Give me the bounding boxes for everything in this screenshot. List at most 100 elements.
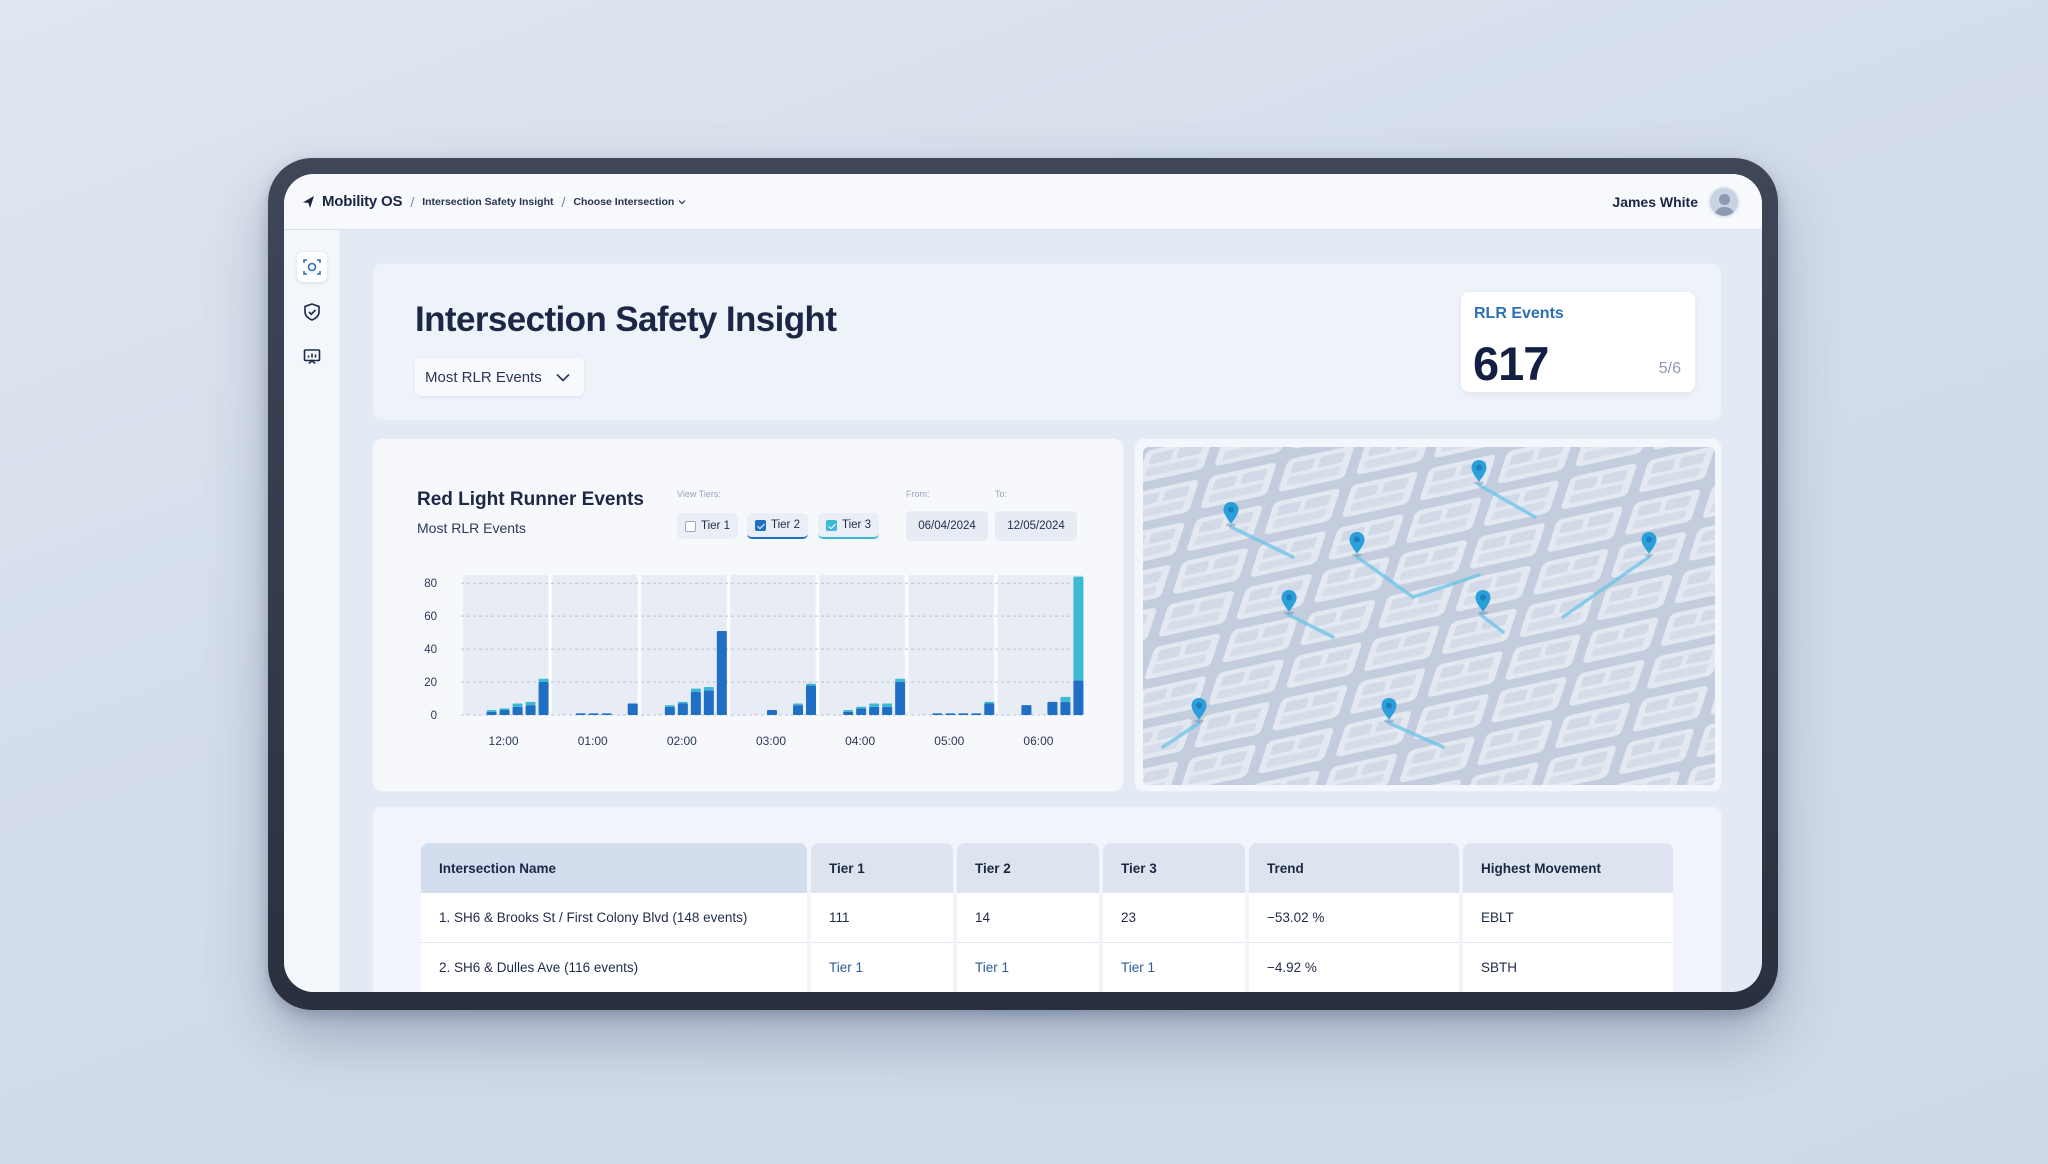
y-tick-label: 0 bbox=[431, 710, 437, 722]
bar bbox=[806, 683, 816, 686]
table-row[interactable]: 1. SH6 & Brooks St / First Colony Blvd (… bbox=[421, 893, 1673, 943]
map-pin-icon[interactable] bbox=[1348, 531, 1366, 557]
col-tier-3[interactable]: Tier 3 bbox=[1103, 843, 1245, 893]
rlr-bar-chart: 0 20 40 60 80 12:00 01:00 02:00 03:00 04:00 05:00 0… bbox=[424, 575, 1085, 748]
map-panel bbox=[1134, 438, 1722, 792]
breadcrumb-intersection-safety[interactable]: Intersection Safety Insight bbox=[422, 195, 554, 208]
intersection-map[interactable] bbox=[1143, 447, 1715, 785]
chart-subtitle: Most RLR Events bbox=[417, 520, 526, 536]
chart-column-band bbox=[463, 575, 549, 715]
map-pin-icon[interactable] bbox=[1280, 589, 1298, 615]
tier-3-cell[interactable]: Tier 1 bbox=[1103, 943, 1245, 992]
app-screen: Mobility OS / Intersection Safety Insigh… bbox=[284, 174, 1762, 992]
tier-2-toggle[interactable]: Tier 2 bbox=[747, 513, 808, 539]
bar bbox=[958, 713, 969, 715]
chart-column-band bbox=[819, 575, 905, 715]
map-pin-icon[interactable] bbox=[1474, 589, 1492, 615]
chevron-down-icon bbox=[678, 199, 686, 204]
x-tick-label: 03:00 bbox=[756, 734, 786, 748]
x-tick-label: 01:00 bbox=[578, 734, 608, 748]
header-panel: Intersection Safety Insight Most RLR Eve… bbox=[372, 263, 1722, 421]
col-tier-1[interactable]: Tier 1 bbox=[811, 843, 953, 893]
bar bbox=[486, 710, 497, 712]
col-highest-movement[interactable]: Highest Movement bbox=[1463, 843, 1673, 893]
sort-dropdown[interactable]: Most RLR Events bbox=[415, 358, 584, 396]
map-pin-icon[interactable] bbox=[1190, 697, 1208, 723]
user-name: James White bbox=[1612, 193, 1698, 210]
chart-column-band bbox=[552, 575, 638, 715]
tier-3-toggle[interactable]: Tier 3 bbox=[818, 513, 879, 539]
bar bbox=[1073, 576, 1084, 681]
view-tiers-label: View Tiers: bbox=[677, 489, 721, 499]
bar bbox=[499, 710, 510, 715]
bar bbox=[895, 682, 906, 715]
map-pin-icon[interactable] bbox=[1222, 501, 1240, 527]
kpi-value: 617 bbox=[1473, 337, 1549, 390]
tier-2-cell[interactable]: Tier 1 bbox=[957, 943, 1099, 992]
app-name: Mobility OS bbox=[322, 193, 403, 210]
app-logo[interactable]: Mobility OS bbox=[300, 193, 403, 210]
bar bbox=[703, 690, 714, 715]
bar bbox=[971, 713, 982, 715]
bar bbox=[601, 713, 612, 715]
map-pin-icon[interactable] bbox=[1470, 459, 1488, 485]
tier-3-checkbox[interactable] bbox=[826, 519, 837, 531]
bar bbox=[664, 705, 675, 707]
sort-dropdown-value: Most RLR Events bbox=[425, 368, 542, 386]
breadcrumb-separator: / bbox=[410, 193, 415, 210]
sidebar-item-safety[interactable] bbox=[297, 297, 327, 327]
chart-column-band bbox=[997, 575, 1083, 715]
bar bbox=[525, 701, 536, 706]
to-date-input[interactable]: 12/05/2024 bbox=[995, 511, 1077, 541]
bar bbox=[703, 687, 714, 691]
from-date-input[interactable]: 06/04/2024 bbox=[906, 511, 988, 541]
table-row[interactable]: 2. SH6 & Dulles Ave (116 events) Tier 1 … bbox=[421, 943, 1673, 992]
bar bbox=[588, 713, 599, 715]
bar bbox=[512, 706, 523, 715]
tier-1-cell[interactable]: Tier 1 bbox=[811, 943, 953, 992]
bar bbox=[1060, 701, 1071, 715]
map-pin-icon[interactable] bbox=[1640, 531, 1658, 557]
tier-1-cell: 111 bbox=[811, 893, 953, 943]
mobility-logo-icon bbox=[301, 195, 314, 208]
top-bar: Mobility OS / Intersection Safety Insigh… bbox=[284, 174, 1762, 230]
isometric-city-map bbox=[1143, 447, 1715, 785]
bar bbox=[512, 703, 523, 707]
map-pin-icon[interactable] bbox=[1380, 697, 1398, 723]
x-tick-label: 02:00 bbox=[667, 734, 697, 748]
sidebar-item-scan[interactable] bbox=[297, 252, 327, 282]
bar bbox=[499, 708, 510, 711]
presentation-chart-icon bbox=[303, 349, 321, 365]
intersections-table: Intersection Name Tier 1 Tier 2 Tier 3 T… bbox=[417, 843, 1677, 992]
highest-movement-cell: SBTH bbox=[1463, 943, 1673, 992]
bar bbox=[767, 710, 777, 715]
chevron-down-icon bbox=[556, 373, 570, 382]
bar bbox=[932, 713, 943, 715]
tier-1-checkbox[interactable] bbox=[685, 520, 696, 532]
choose-intersection-dropdown[interactable]: Choose Intersection bbox=[573, 196, 686, 208]
avatar[interactable] bbox=[1708, 185, 1740, 218]
bar bbox=[538, 678, 549, 683]
user-menu[interactable]: James White bbox=[1612, 185, 1740, 218]
from-label: From: bbox=[906, 489, 930, 499]
tier-2-label: Tier 2 bbox=[771, 519, 800, 531]
sidebar-item-reports[interactable] bbox=[297, 342, 327, 372]
shield-check-icon bbox=[304, 303, 320, 321]
bar bbox=[1047, 701, 1058, 715]
col-tier-2[interactable]: Tier 2 bbox=[957, 843, 1099, 893]
scan-camera-icon bbox=[303, 259, 321, 275]
y-tick-label: 60 bbox=[424, 611, 437, 623]
tier-2-checkbox[interactable] bbox=[755, 519, 766, 531]
bar bbox=[793, 705, 803, 715]
tier-1-toggle[interactable]: Tier 1 bbox=[677, 513, 738, 539]
col-intersection-name[interactable]: Intersection Name bbox=[421, 843, 807, 893]
bar bbox=[984, 703, 995, 715]
breadcrumb-separator: / bbox=[561, 193, 566, 210]
highest-movement-cell: EBLT bbox=[1463, 893, 1673, 943]
tier-3-label: Tier 3 bbox=[842, 519, 871, 531]
col-trend[interactable]: Trend bbox=[1249, 843, 1459, 893]
tablet-frame: Mobility OS / Intersection Safety Insigh… bbox=[268, 158, 1778, 1010]
bar bbox=[869, 706, 880, 715]
chart-column-band bbox=[730, 575, 816, 715]
y-tick-label: 80 bbox=[424, 578, 437, 590]
